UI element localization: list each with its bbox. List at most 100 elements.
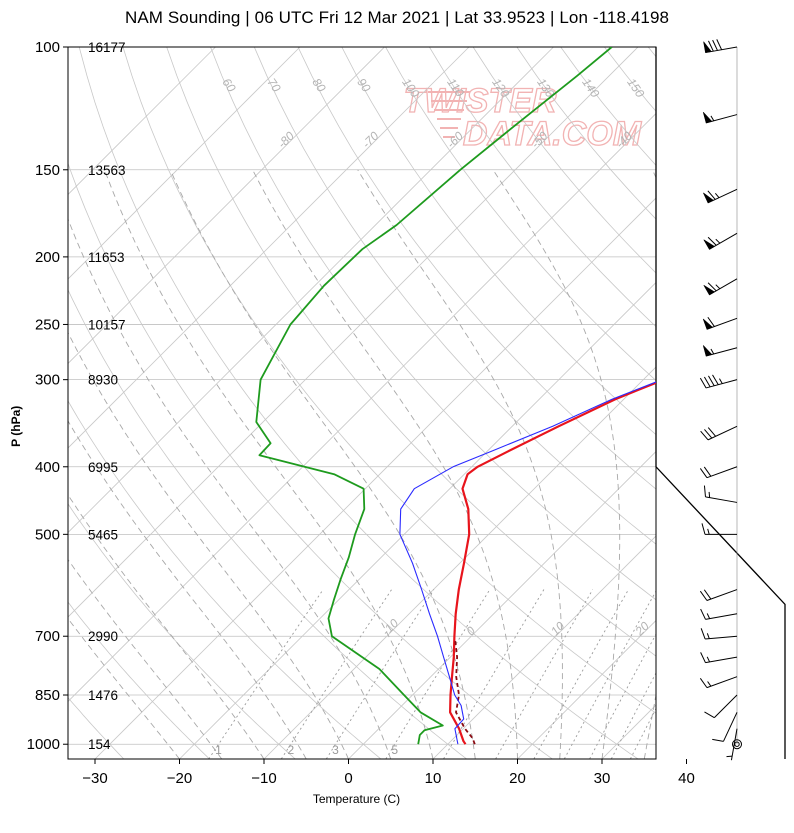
isotherm-line — [517, 619, 656, 759]
wind-barb — [699, 374, 738, 389]
temperature-label: 0 — [344, 770, 352, 787]
dry-adiabat-line — [692, 47, 794, 759]
dry-adiabat-line — [68, 503, 296, 759]
dry-adiabat-line — [68, 697, 125, 759]
dry-adiabat-line — [341, 47, 656, 436]
temperature-label: 40 — [678, 770, 695, 787]
pressure-label: 850 — [35, 687, 60, 704]
chart-title: NAM Sounding | 06 UTC Fri 12 Mar 2021 | … — [124, 8, 670, 27]
mixing-ratio-line — [385, 589, 491, 759]
isotherm-label: -80 — [275, 129, 297, 151]
dry-adiabat-label: 90 — [354, 76, 373, 95]
watermark-line-2: DATA.COM — [463, 115, 642, 153]
dry-adiabat-line — [429, 47, 656, 328]
mixing-ratio-line — [610, 672, 656, 759]
height-label: 2990 — [88, 629, 118, 644]
temperature-label: −20 — [167, 770, 192, 787]
series-temperature — [449, 381, 656, 745]
height-label: 8930 — [88, 373, 118, 388]
isotherm-line — [771, 47, 794, 759]
wind-barb — [700, 652, 738, 664]
isotherm-line — [432, 535, 656, 759]
isotherm-line — [68, 47, 639, 618]
height-label: 1476 — [88, 688, 118, 703]
moist-adiabat-line — [687, 170, 794, 759]
dry-adiabat-line — [68, 162, 553, 759]
mixing-ratio-line — [208, 589, 324, 759]
isotherm-line — [348, 450, 656, 759]
temperature-label: −10 — [251, 770, 276, 787]
moist-adiabat-line — [68, 558, 223, 759]
mixing-ratio-line — [280, 589, 392, 759]
x-axis-title: Temperature (C) — [313, 792, 400, 806]
wind-barb — [699, 589, 738, 601]
moist-adiabat-line — [169, 169, 476, 759]
height-label: 6995 — [88, 460, 118, 475]
dry-adiabat-label: 60 — [219, 76, 238, 95]
moist-adiabat-line — [252, 169, 518, 759]
dry-adiabat-line — [166, 47, 656, 657]
wind-barb-calm — [734, 741, 740, 747]
series-dewpoint — [255, 47, 613, 745]
dry-adiabat-line — [297, 47, 656, 490]
dry-adiabat-line — [78, 47, 639, 759]
temperature-label: 20 — [509, 770, 526, 787]
dry-adiabat-line — [385, 47, 656, 382]
wind-barb — [700, 425, 738, 441]
mixing-ratio-line — [629, 707, 656, 759]
pressure-label: 700 — [35, 628, 60, 645]
wind-barb — [701, 523, 737, 535]
isotherm-label: -10 — [379, 616, 401, 638]
wind-barb — [699, 466, 738, 479]
mixing-ratio-line — [325, 589, 435, 759]
series-parcel — [399, 381, 656, 745]
wind-barb — [712, 712, 738, 742]
wind-panel-outline — [655, 47, 786, 759]
mixing-ratio-line — [533, 589, 629, 759]
wind-barb — [702, 345, 738, 357]
isotherm-line — [68, 47, 554, 534]
dry-adiabat-label: 80 — [309, 76, 328, 95]
wind-barb — [703, 39, 738, 54]
height-label: 16177 — [88, 40, 126, 55]
wind-barb — [702, 316, 738, 330]
pressure-label: 1000 — [27, 736, 60, 753]
dry-adiabat-line — [68, 601, 210, 759]
moist-adiabat-line — [68, 331, 349, 759]
mixing-ratio-label: 1 — [215, 743, 222, 757]
height-label: 154 — [88, 737, 111, 752]
moist-adiabat-line — [492, 169, 621, 759]
pressure-label: 500 — [35, 526, 60, 543]
temperature-label: −30 — [82, 770, 107, 787]
isotherm-line — [68, 47, 385, 365]
wind-barb-calm — [732, 739, 742, 750]
dry-adiabat-line — [68, 288, 467, 759]
isotherm-line — [687, 47, 794, 759]
wind-barb — [704, 694, 738, 719]
temperature-label: 10 — [425, 770, 442, 787]
dry-adiabat-line — [122, 47, 656, 714]
wind-barb — [703, 232, 738, 250]
mixing-ratio-label: 2 — [287, 743, 294, 757]
isotherm-line — [263, 366, 656, 759]
wind-barb — [699, 676, 738, 689]
wind-barb — [703, 485, 738, 503]
pressure-label: 250 — [35, 316, 60, 333]
moist-adiabat-line — [357, 169, 563, 759]
moist-adiabat-line — [68, 420, 307, 759]
pressure-label: 400 — [35, 459, 60, 476]
wind-barb — [702, 112, 738, 124]
isotherm-label: 10 — [548, 619, 568, 639]
moist-adiabat-line — [104, 169, 434, 759]
mixing-ratio-line — [589, 633, 656, 759]
temperature-label: 30 — [594, 770, 611, 787]
dry-adiabat-line — [253, 47, 656, 545]
dry-adiabat-line — [210, 47, 656, 601]
isotherm-line — [68, 47, 470, 449]
isotherm-line — [601, 704, 656, 759]
wind-barb — [700, 608, 738, 620]
pressure-label: 150 — [35, 162, 60, 179]
isotherm-line — [94, 197, 656, 759]
